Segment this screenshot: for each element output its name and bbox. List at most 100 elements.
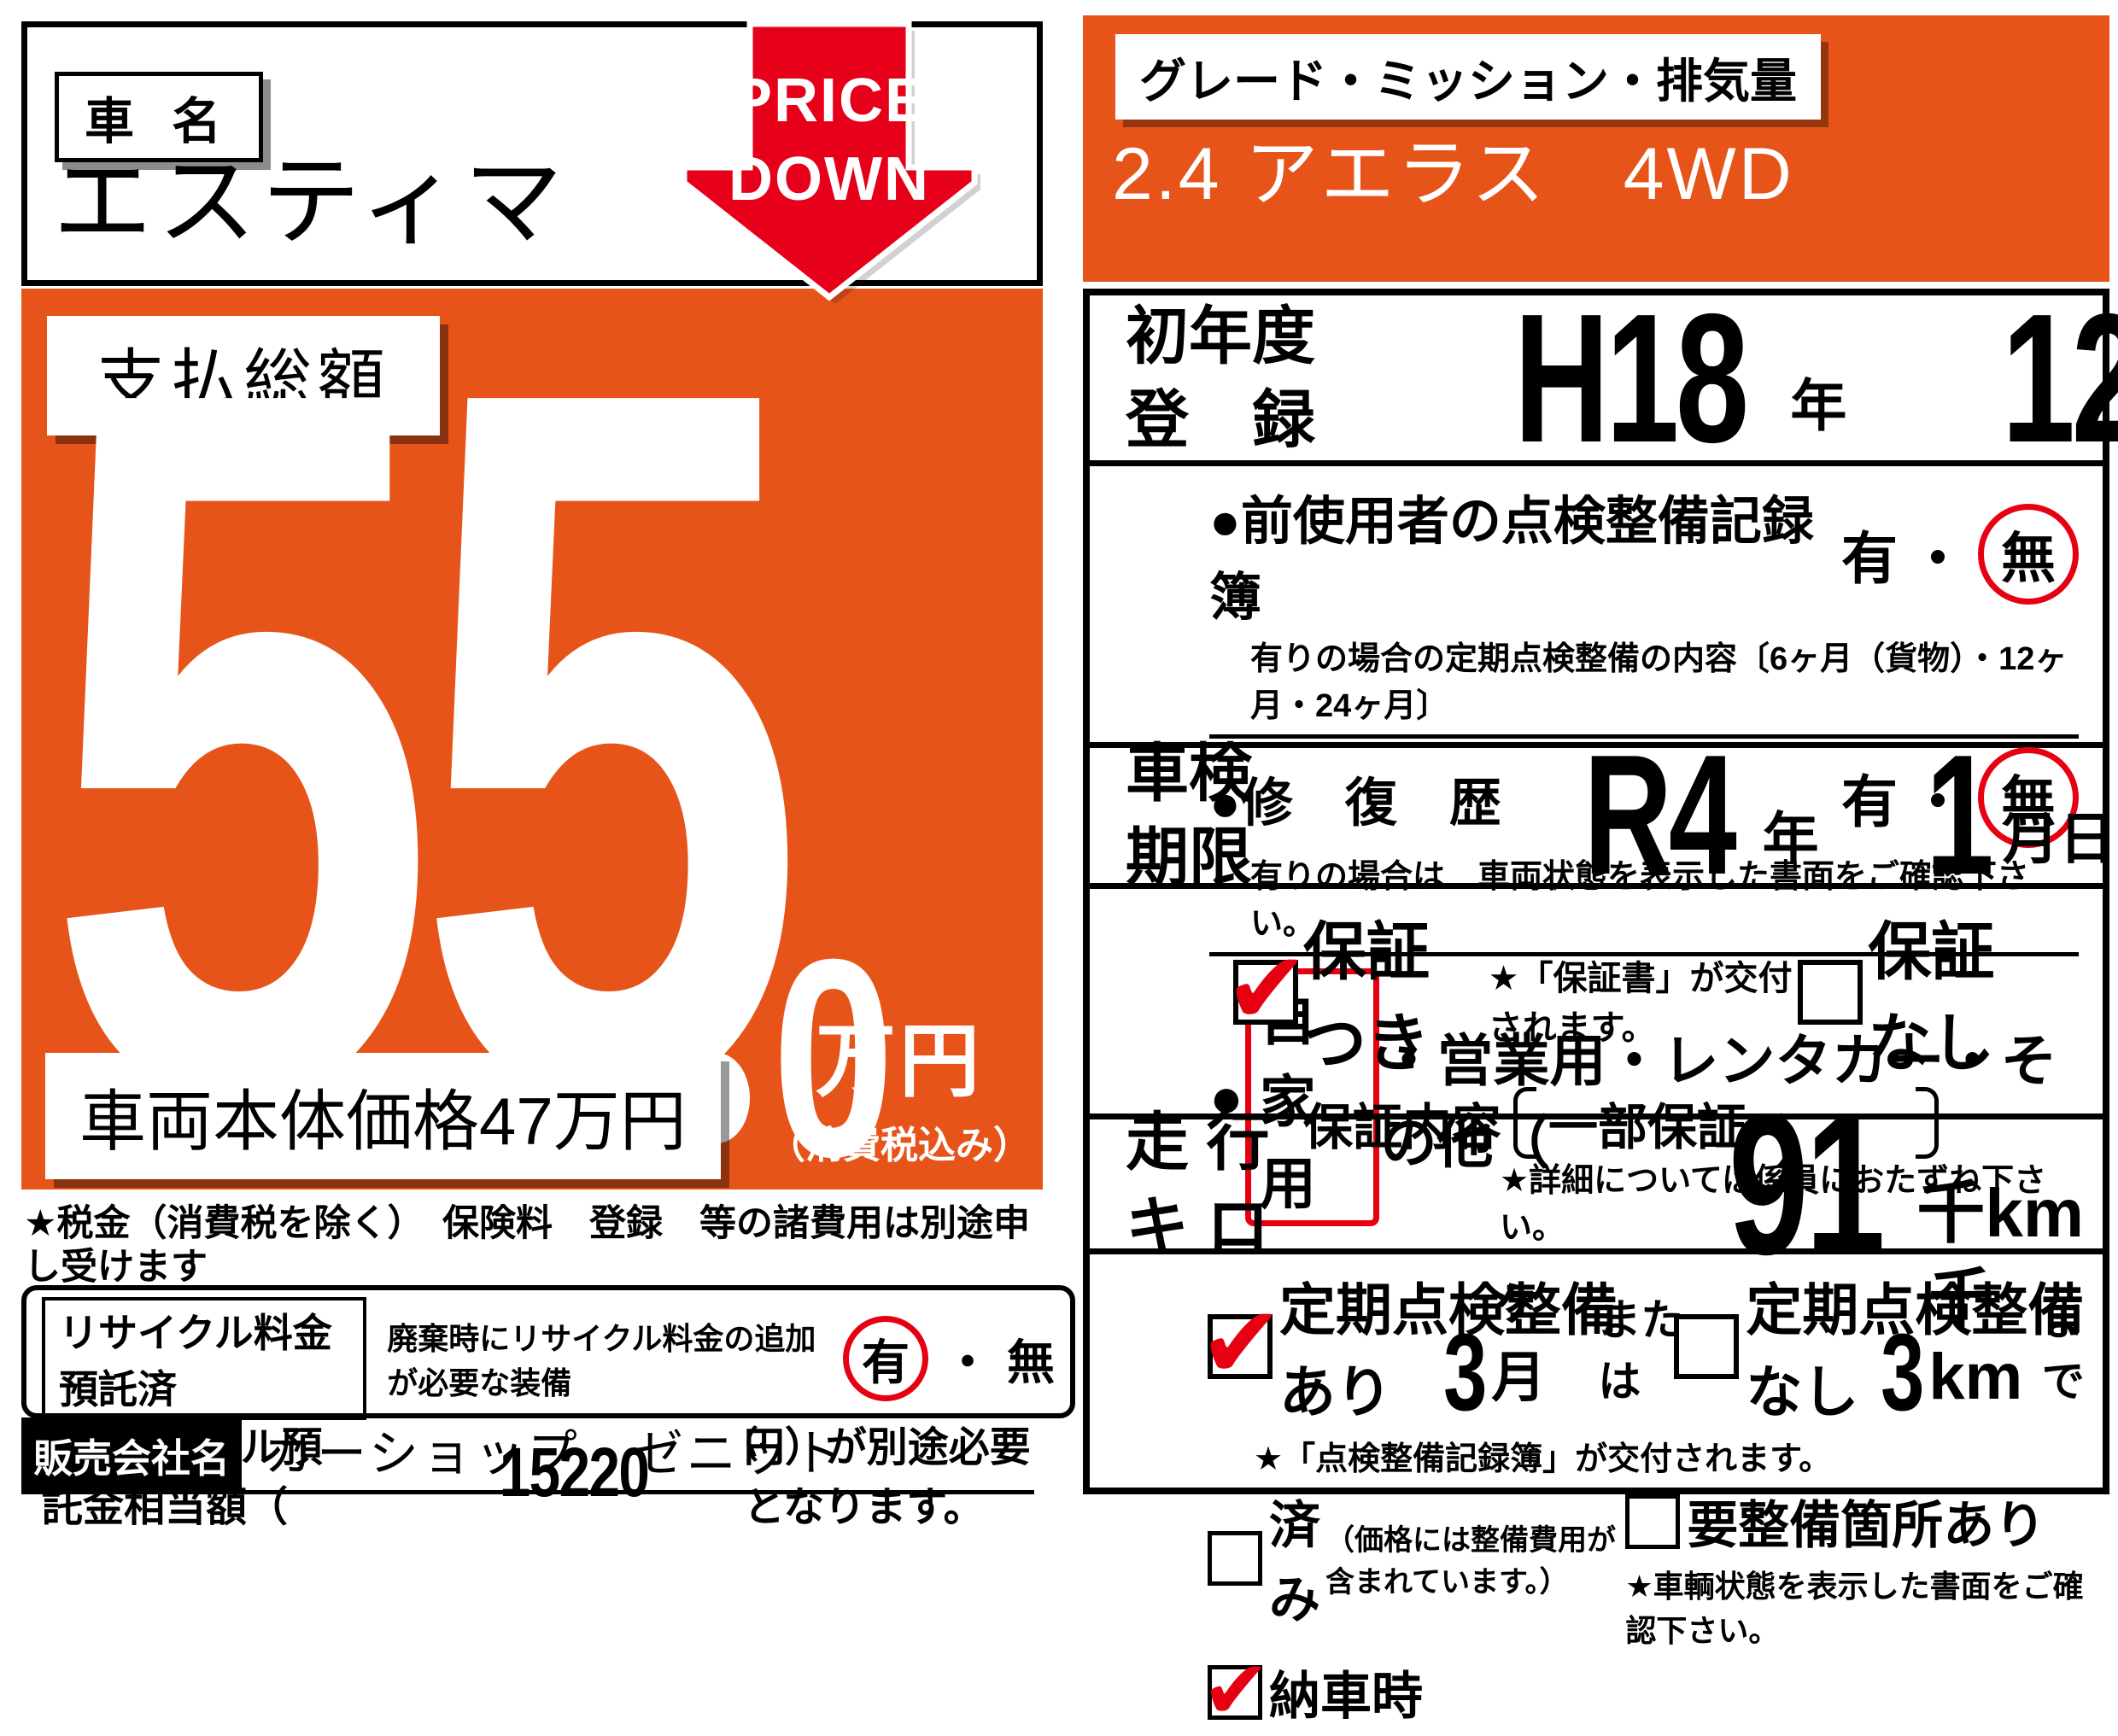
history-section: ●前使用者の点検整備記録簿 有 ・ 無 有りの場合の定期点検整備の内容〔6ヶ月（…	[1090, 466, 2103, 1226]
price-down-arrow: PRICE DOWN	[675, 20, 987, 307]
warranty-months-value: 3	[1443, 1312, 1487, 1435]
inspection-deadline-label: 車検 期限	[1126, 738, 1252, 892]
first-reg-month: 12	[2002, 274, 2118, 481]
warranty-km-value: 3	[1881, 1312, 1924, 1435]
maintenance-none-label: 定期点検整備なし	[1746, 1278, 2085, 1423]
repair-dot: ・	[1910, 770, 1966, 833]
maintenance-left-column: 済み （価格には整備費用が含まれています。） ✔ 納車時	[1202, 1484, 1618, 1731]
first-registration-values: H18 年 12 月	[1426, 274, 2118, 481]
record-dot: ・	[1910, 527, 1966, 590]
recycle-amount: 15220	[499, 1434, 649, 1512]
bracket-right	[1916, 1087, 1940, 1159]
check-icon: ✔	[1202, 1644, 1271, 1736]
maintenance-need-checkbox	[1625, 1493, 1681, 1549]
shaken-year: R4	[1583, 720, 1737, 910]
warranty-without-checkbox	[1798, 960, 1863, 1025]
maintenance-detail-columns: 済み （価格には整備費用が含まれています。） ✔ 納車時 要整備箇所あり ★車輌…	[1202, 1484, 2086, 1731]
seller-label: 販売会社名	[21, 1417, 242, 1494]
check-icon: ✔	[1225, 932, 1309, 1046]
maintenance-sumi-label: 済み	[1269, 1497, 1320, 1628]
maintenance-choice-row: ✔ 定期点検整備あり 定期点検整備なし	[1199, 1265, 2086, 1429]
maintenance-note: ★「点検整備記録簿」が交付されます。	[1254, 1441, 1832, 1477]
maintenance-section: ✔ 定期点検整備あり 定期点検整備なし ★「点検整備記録簿」が交付されます。 済…	[1090, 1254, 2103, 1731]
divider	[1209, 952, 2079, 956]
recycle-yes: 有	[862, 1335, 910, 1389]
payment-total-label: 支払総額	[47, 316, 440, 435]
repair-history-yes-no: 有 ・ 無	[1841, 747, 2079, 848]
maintenance-delivery-label: 納車時	[1269, 1668, 1423, 1725]
payment-total-label-text: 支払総額	[97, 343, 390, 419]
recycle-yes-circle: 有	[843, 1316, 928, 1401]
maintenance-delivery-checkbox: ✔	[1202, 1650, 1270, 1731]
recycle-deposit-label: リサイクル料金預託済	[42, 1297, 367, 1420]
warranty-term-row: 3 ヶ月 または 3 千km まで	[1436, 1246, 2103, 1435]
warranty-content-label: 保証内容	[1303, 1100, 1502, 1155]
repair-history-title: ●修 復 歴	[1209, 773, 1501, 832]
repair-nashi-circle: 無	[1978, 747, 2079, 848]
warranty-months-unit: ヶ月	[1491, 1268, 1547, 1408]
inspection-record-note: 有りの場合の定期点検整備の内容〔6ヶ月（貨物）・12ヶ月・24ヶ月〕	[1250, 641, 2068, 724]
recycle-desc: 廃棄時にリサイクル料金の追加が必要な装備	[387, 1321, 816, 1400]
car-name-label-text: 車 名	[85, 94, 234, 149]
maintenance-need-note: ★車輌状態を表示した書面をご確認下さい。	[1625, 1569, 2084, 1648]
inspection-record-yes-no: 有 ・ 無	[1841, 504, 2079, 605]
warranty-without-label: 保証なし	[1868, 916, 1995, 1078]
warranty-with-label: 保証つき	[1303, 916, 1430, 1078]
mileage-section: 走 行 キ ロ 91 千km	[1090, 1084, 2103, 1284]
maintenance-done-checkbox: ✔	[1199, 1293, 1284, 1394]
inspection-record-title: ●前使用者の点検整備記録簿	[1209, 492, 1814, 626]
bracket-left	[1513, 1087, 1537, 1159]
warranty-content-value: 一部保証	[1548, 1100, 1747, 1155]
fee-note-1: ★税金（消費税を除く） 保険料 登録 等の諸費用は別途申し受けます	[24, 1203, 1031, 1288]
maintenance-done-label: 定期点検整備あり	[1279, 1278, 1618, 1423]
price-down-text2: DOWN	[728, 145, 930, 213]
warranty-choice-row: ✔ 保証つき ★「保証書」が交付されます。 保証なし	[1225, 901, 2103, 1084]
warranty-detail-note: ★詳細については係員におたずね下さい。	[1500, 1163, 2047, 1246]
grade-value: 2.4 アエラス 4WD	[1112, 133, 1794, 215]
price-unit: 万円	[815, 1016, 983, 1106]
recycle-fee-panel: リサイクル料金預託済 廃棄時にリサイクル料金の追加が必要な装備 有 ・ 無 ★リ…	[21, 1285, 1075, 1530]
recycle-no: 無	[1007, 1335, 1055, 1389]
price-unit-group: 万円 （消費税込み）	[768, 997, 1031, 1169]
mileage-unit: 千km	[1916, 1175, 2084, 1252]
record-nashi: 無	[2001, 528, 2056, 589]
check-icon: ✔	[1199, 1287, 1284, 1400]
divider	[1209, 734, 2079, 739]
maintenance-none-checkbox	[1674, 1314, 1740, 1379]
shaken-year-unit: 年	[1762, 807, 1819, 870]
price-decimal-number: 0	[772, 899, 895, 1215]
first-reg-year: H18	[1513, 274, 1749, 481]
inspection-deadline-section: 車検 期限 R4 年 1 月 日	[1090, 730, 2115, 901]
grade-label-text: グレード・ミッション・排気量	[1139, 55, 1798, 108]
maintenance-delivery-row: ✔ 納車時	[1202, 1650, 1618, 1731]
price-down-arrow-icon: PRICE DOWN	[681, 20, 980, 304]
car-name-value: エスティマ	[53, 146, 569, 257]
mileage-label: 走 行 キ ロ	[1126, 1106, 1270, 1261]
repair-ari: 有	[1841, 770, 1898, 833]
usage-other-options: ・営業用・レンタカー・その他（ ）	[1380, 1029, 2057, 1174]
warranty-section: ✔ 保証つき ★「保証書」が交付されます。 保証なし 保証内容 一部保証 ★詳細…	[1090, 889, 2103, 1428]
warranty-with-note: ★「保証書」が交付されます。	[1488, 960, 1793, 1047]
warranty-content-row: 保証内容 一部保証	[1303, 1087, 2103, 1159]
price-down-text1: PRICE	[731, 67, 927, 135]
mileage-value: 91	[1728, 1071, 1886, 1296]
inspection-deadline-values: R4 年 1 月 日	[1426, 720, 2118, 910]
inspection-record-row: ●前使用者の点検整備記録簿 有 ・ 無	[1209, 478, 2079, 630]
total-price-panel: 支払総額 55 0 万円 （消費税込み） 車両本体価格47万円	[21, 239, 1043, 1247]
shaken-day-unit: 日	[2058, 807, 2115, 870]
warranty-km-unit: 千km	[1928, 1263, 2023, 1413]
shaken-month: 1	[1925, 720, 1993, 910]
first-reg-year-unit: 年	[1790, 374, 1847, 438]
maintenance-sumi-checkbox	[1208, 1531, 1262, 1586]
recycle-dot: ・	[944, 1335, 992, 1389]
price-tax-note: （消費税込み）	[768, 1125, 1031, 1166]
record-ari: 有	[1841, 527, 1898, 590]
first-registration-section: 初年度 登 録 H18 年 12 月	[1090, 286, 2118, 469]
repair-history-row: ●修 復 歴 有 ・ 無	[1209, 747, 2079, 848]
spec-panel: 初年度 登 録 H18 年 12 月 ●前使用者の点検整備記録簿 有 ・ 無 有…	[1083, 286, 2118, 1731]
maintenance-need-label: 要整備箇所あり	[1687, 1497, 2046, 1554]
body-price-label: 車両本体価格47万円	[45, 1053, 721, 1179]
recycle-row-1: リサイクル料金預託済 廃棄時にリサイクル料金の追加が必要な装備 有 ・ 無	[42, 1297, 1055, 1420]
warranty-km-tail: まで	[2041, 1296, 2085, 1406]
repair-nashi: 無	[2001, 771, 2056, 833]
